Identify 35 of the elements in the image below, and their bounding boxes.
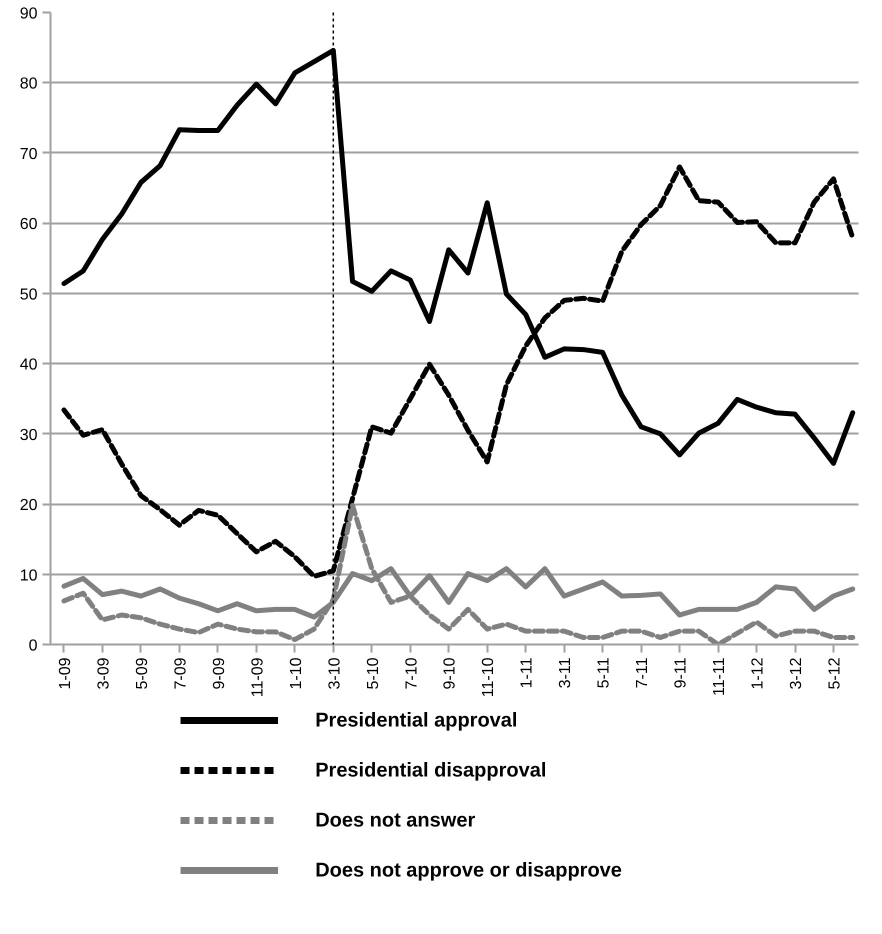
y-tick-label: 90 — [20, 6, 38, 22]
legend-label: Presidential approval — [315, 710, 518, 732]
y-tick-label: 40 — [20, 356, 38, 374]
y-tick-label: 80 — [20, 76, 38, 93]
y-tick-label: 30 — [20, 426, 38, 444]
x-tick-label: 3-11 — [557, 657, 574, 688]
x-tick-label: 7-11 — [634, 657, 652, 688]
x-tick-label: 3-09 — [95, 657, 112, 690]
y-tick-label: 50 — [20, 286, 38, 304]
x-tick-label: 11-10 — [480, 657, 498, 698]
x-tick-label: 5-11 — [596, 657, 613, 688]
x-tick-label: 9-09 — [210, 657, 228, 690]
y-tick-label: 20 — [20, 497, 38, 514]
x-tick-label: 5-12 — [826, 657, 844, 690]
x-tick-label: 1-12 — [750, 657, 767, 690]
legend-label: Presidential disapproval — [315, 760, 546, 782]
y-tick-label: 70 — [20, 146, 38, 163]
x-tick-label: 1-11 — [518, 657, 536, 688]
x-tick-label: 3-12 — [788, 657, 806, 690]
x-tick-label: 5-09 — [134, 657, 151, 690]
legend-label: Does not answer — [315, 810, 476, 832]
x-tick-label: 9-11 — [672, 657, 690, 688]
x-tick-label: 9-10 — [442, 657, 459, 690]
x-tick-label: 1-10 — [288, 657, 305, 690]
x-tick-label: 3-10 — [326, 657, 344, 690]
y-tick-label: 10 — [20, 567, 38, 584]
x-tick-label: 11-11 — [711, 657, 728, 696]
x-tick-label: 7-10 — [403, 657, 420, 690]
legend-label: Does not approve or disapprove — [315, 860, 622, 882]
x-tick-label: 11-09 — [249, 657, 266, 698]
y-tick-label: 0 — [28, 638, 38, 654]
x-tick-label: 5-10 — [364, 657, 382, 690]
x-tick-label: 7-09 — [172, 657, 190, 690]
y-tick-label: 60 — [20, 216, 38, 234]
x-tick-label: 1-09 — [56, 657, 74, 690]
